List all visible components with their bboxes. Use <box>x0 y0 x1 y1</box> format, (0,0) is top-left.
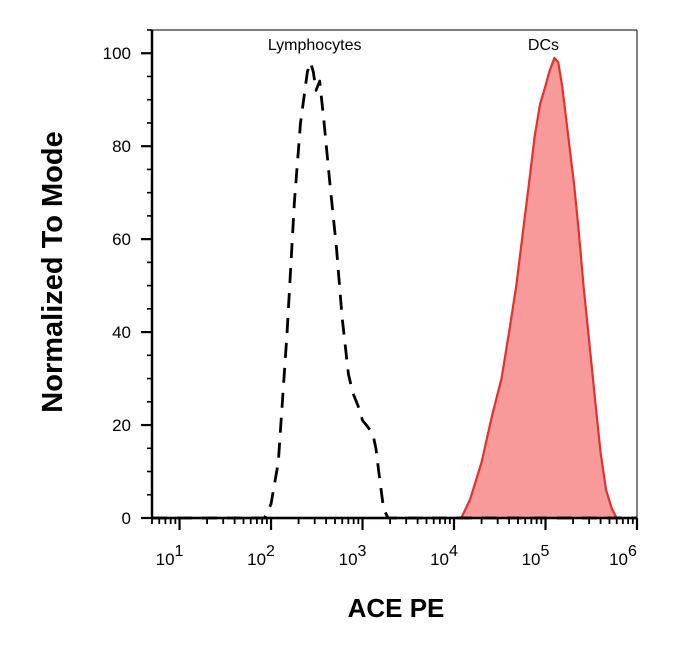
annotation-label: DCs <box>528 37 559 54</box>
annotation-label: Lymphocytes <box>268 37 362 54</box>
y-axis-title: Normalized To Mode <box>37 131 69 412</box>
x-tick-label: 104 <box>430 543 458 569</box>
x-tick-base: 10 <box>156 550 175 569</box>
x-tick-label: 106 <box>609 543 637 569</box>
x-tick-base: 10 <box>339 550 358 569</box>
series-layer <box>152 56 637 520</box>
x-tick-label: 105 <box>522 543 550 569</box>
y-tick-label: 40 <box>112 323 131 342</box>
x-tick-exponent: 1 <box>175 543 184 560</box>
y-tick-label: 60 <box>112 230 131 249</box>
x-tick-exponent: 3 <box>358 543 367 560</box>
x-tick-base: 10 <box>247 550 266 569</box>
x-tick-base: 10 <box>522 550 541 569</box>
x-tick-exponent: 5 <box>541 543 550 560</box>
y-tick-label: 100 <box>103 44 131 63</box>
series-lymphocytes-line <box>152 61 637 520</box>
y-tick-label: 80 <box>112 137 131 156</box>
y-axis: 0 20 40 60 80 100 <box>103 29 154 528</box>
plot-frame <box>152 29 638 518</box>
x-tick-base: 10 <box>609 550 628 569</box>
annotations: Lymphocytes DCs <box>268 37 559 54</box>
x-tick-exponent: 4 <box>449 543 458 560</box>
x-tick-label: 101 <box>156 543 184 569</box>
x-tick-label: 102 <box>247 543 275 569</box>
x-axis: 101 102 103 104 105 106 <box>151 516 639 569</box>
x-tick-exponent: 6 <box>628 543 637 560</box>
series-dcs-area <box>152 57 637 519</box>
series-dcs-line <box>152 56 637 520</box>
x-tick-label: 103 <box>339 543 367 569</box>
x-axis-title: ACE PE <box>348 593 445 623</box>
x-tick-exponent: 2 <box>266 543 275 560</box>
y-tick-label: 20 <box>112 416 131 435</box>
y-tick-label: 0 <box>122 509 131 528</box>
x-tick-base: 10 <box>430 550 449 569</box>
